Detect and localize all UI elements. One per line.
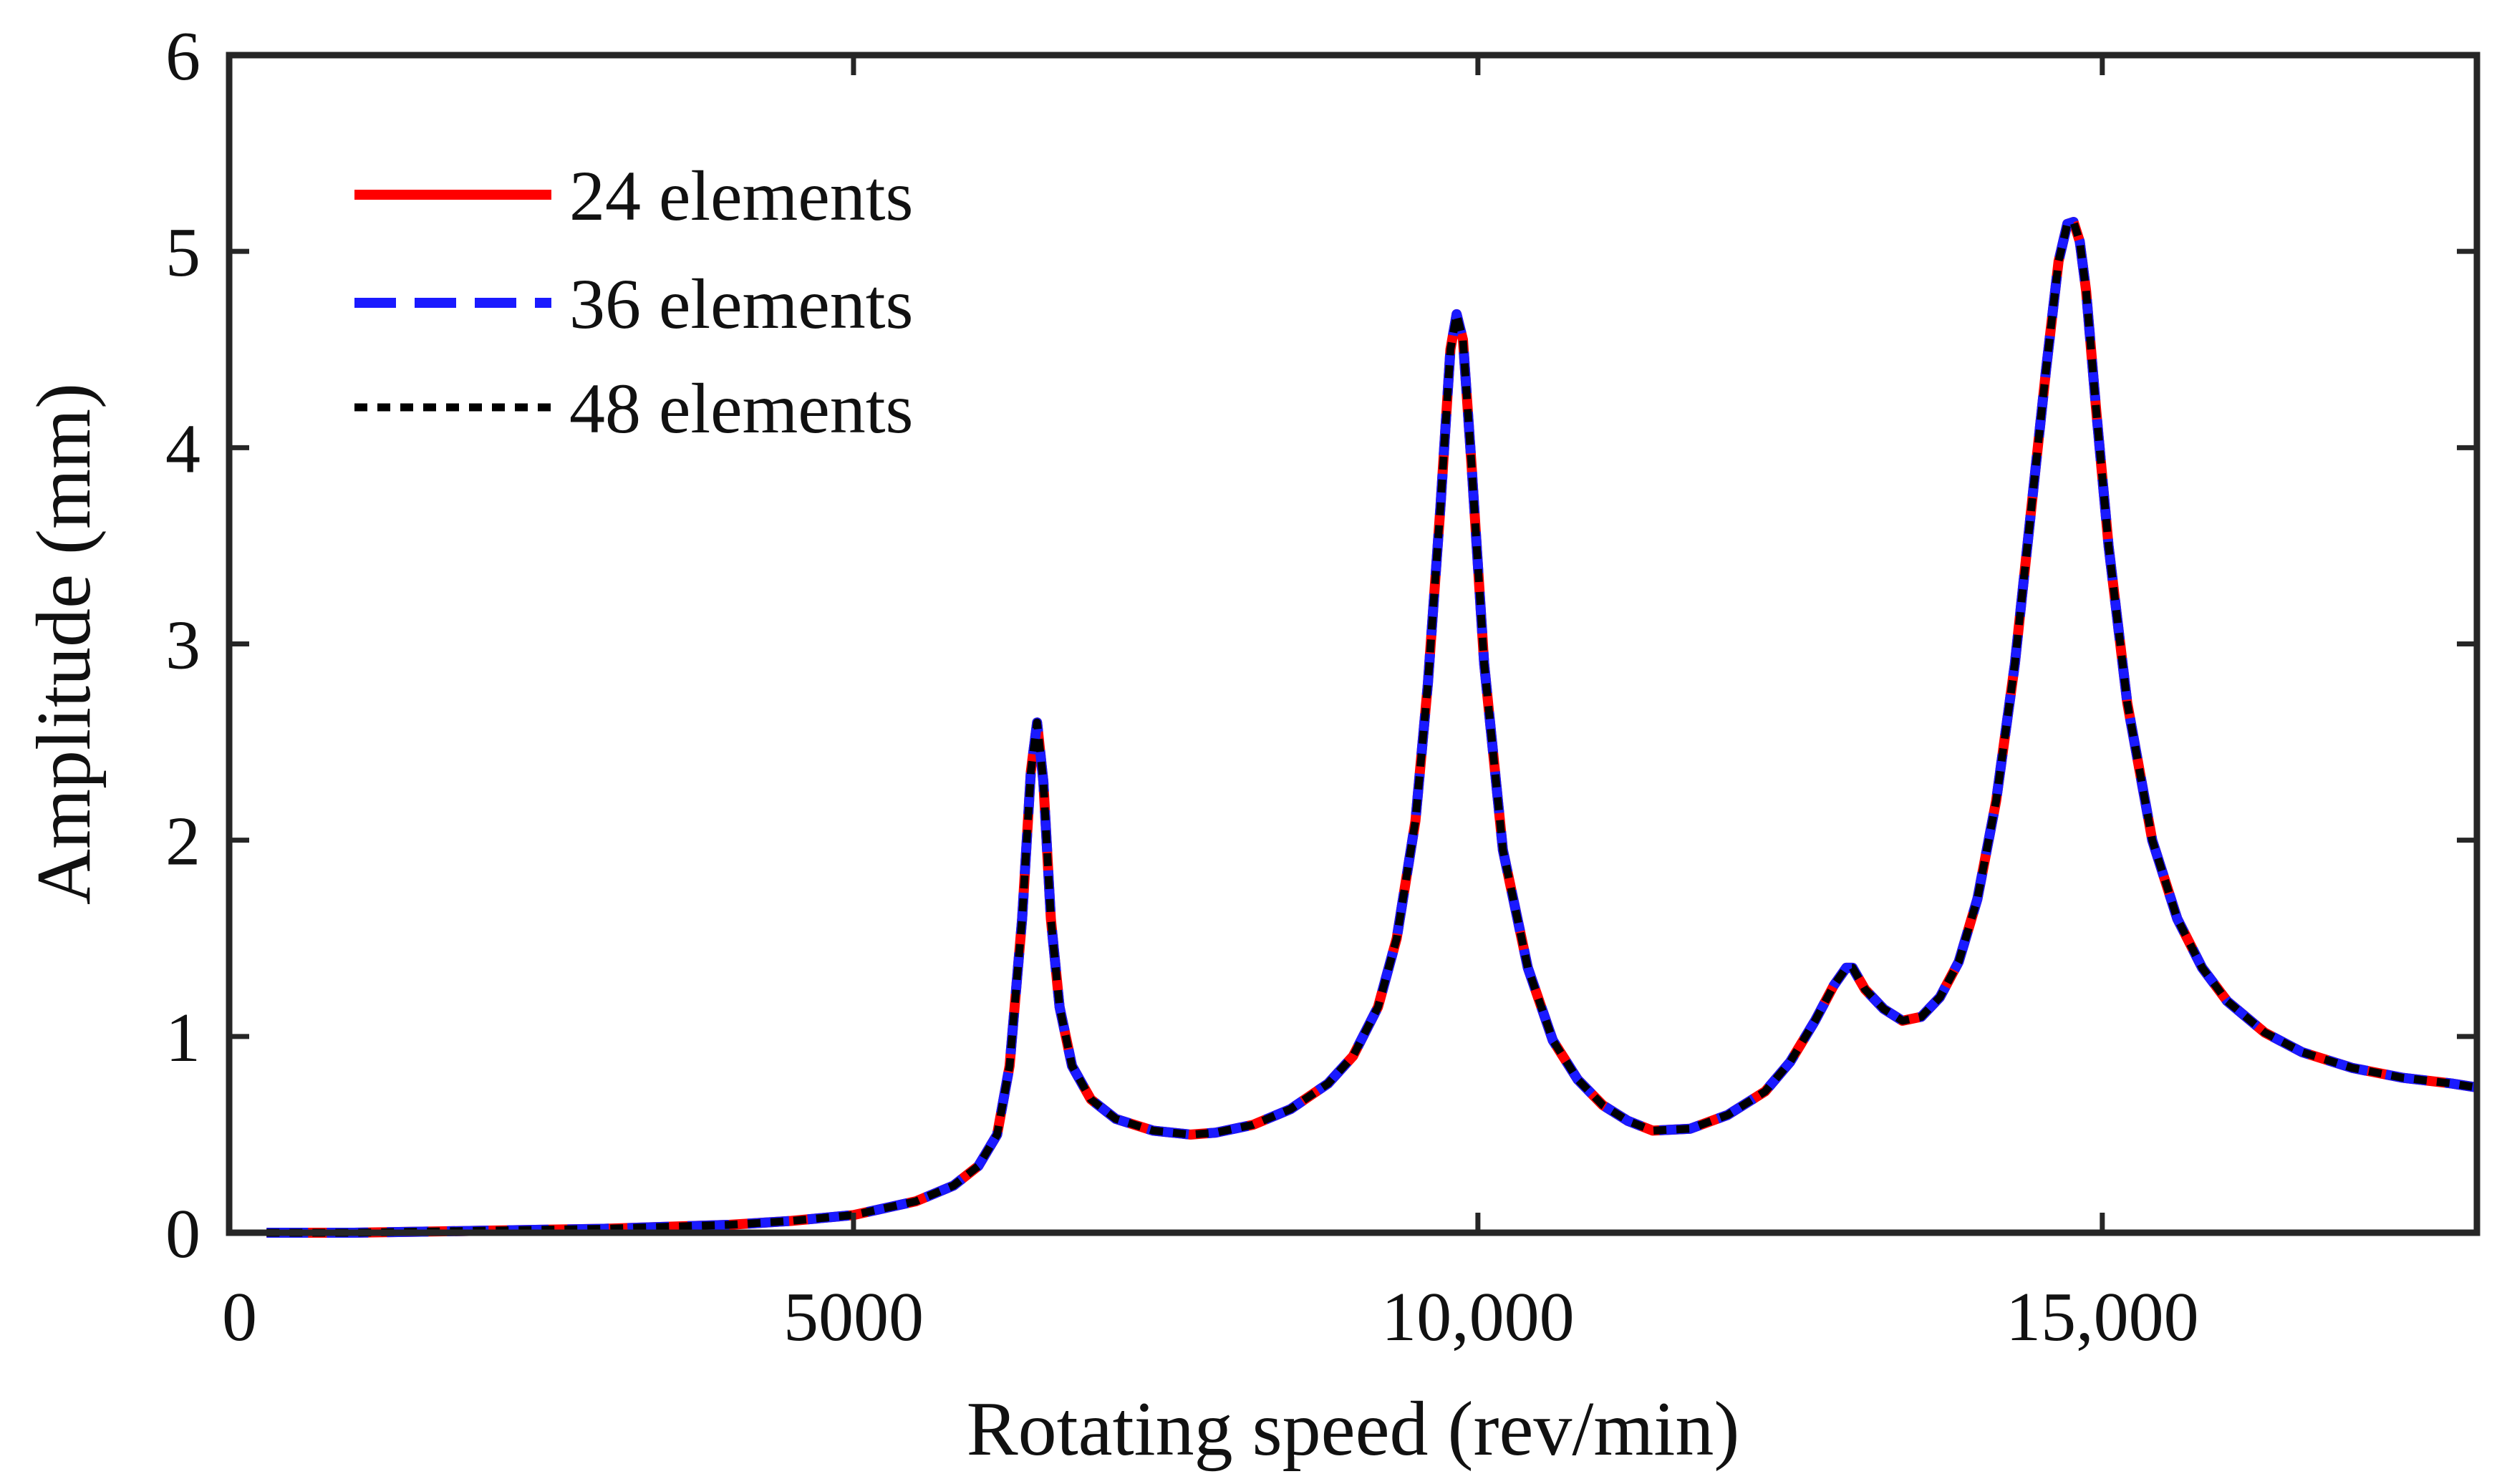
- y-tick-label: 3: [165, 607, 201, 684]
- y-tick-label: 4: [165, 410, 201, 488]
- legend-label-36-elements: 36 elements: [569, 264, 913, 344]
- y-tick-label: 2: [165, 803, 201, 881]
- y-tick-label: 5: [165, 214, 201, 291]
- x-tick-label: 10,000: [1381, 1279, 1575, 1356]
- x-tick-label: 5000: [783, 1279, 924, 1356]
- y-tick-label: 6: [165, 18, 201, 95]
- y-tick-label: 0: [165, 1196, 201, 1273]
- y-axis-label: Amplitude (mm): [21, 383, 107, 905]
- legend-label-48-elements: 48 elements: [569, 369, 913, 448]
- tick-layer: 0 5000 10,000 15,000 0 1 2 3 4 5 6: [165, 18, 2477, 1356]
- x-tick-label: 15,000: [2006, 1279, 2199, 1356]
- series-layer: [266, 217, 2478, 1238]
- series-line-48-elements: [266, 218, 2478, 1237]
- x-axis-label: Rotating speed (rev/min): [967, 1387, 1740, 1472]
- legend-label-24-elements: 24 elements: [569, 156, 913, 236]
- y-tick-label: 1: [165, 999, 201, 1077]
- x-tick-label: 0: [222, 1279, 257, 1356]
- legend: 24 elements 36 elements 48 elements: [354, 156, 913, 448]
